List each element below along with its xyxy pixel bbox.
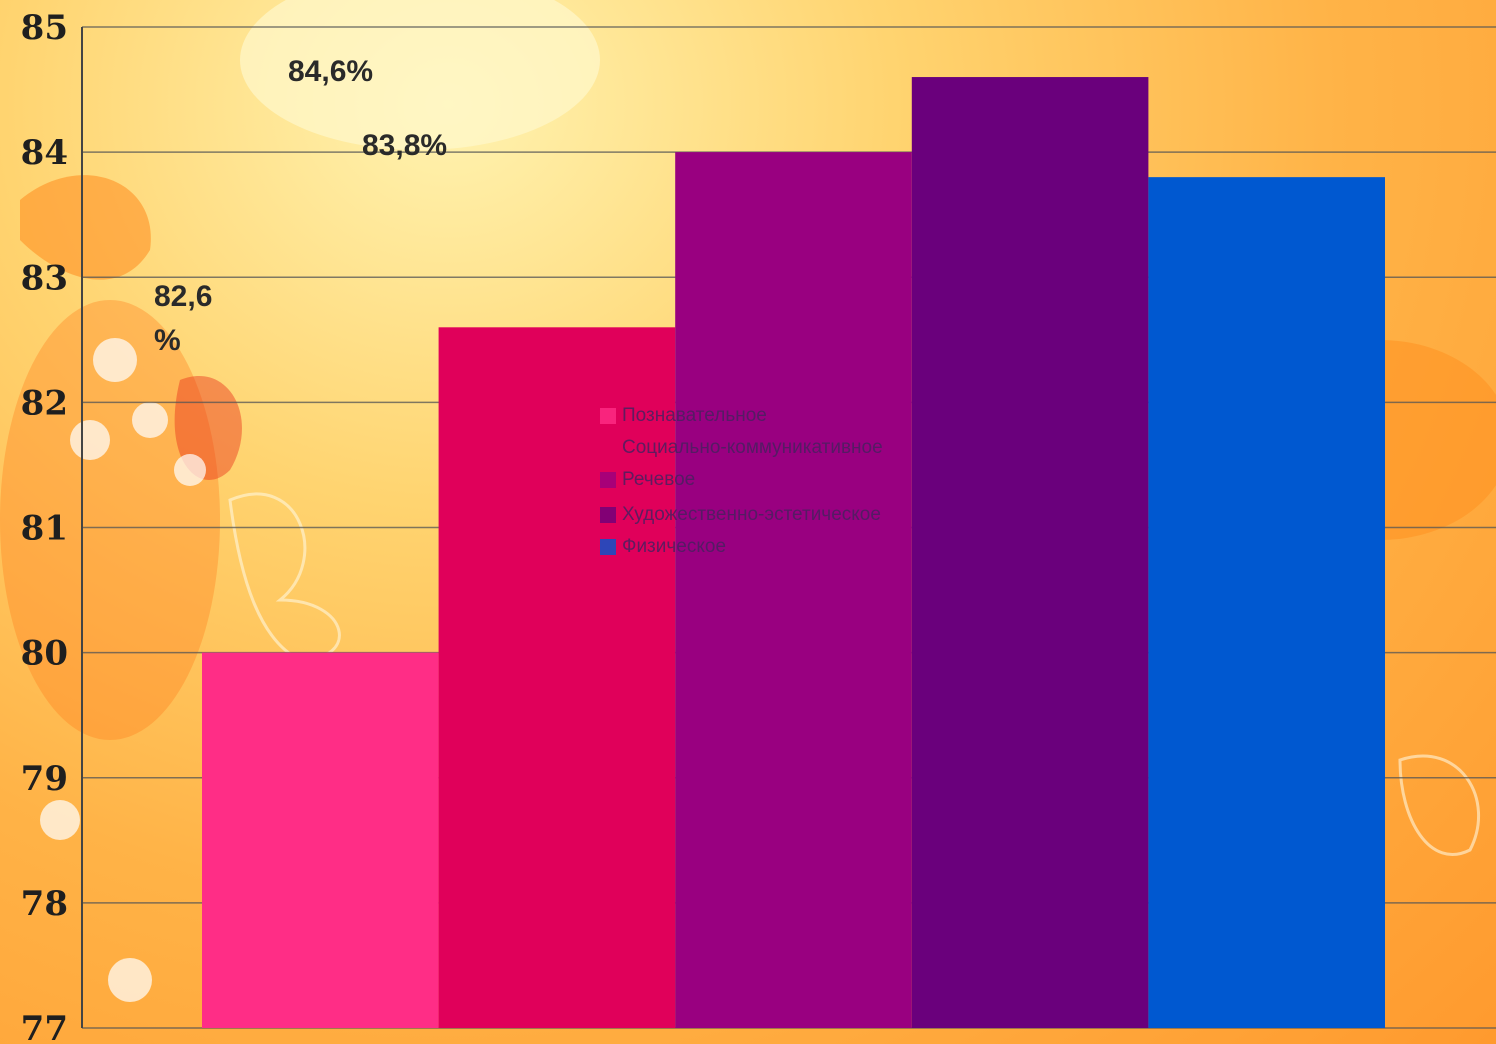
legend-swatch	[600, 507, 616, 523]
legend-label: Познавательное	[622, 405, 767, 426]
y-tick-label: 81	[21, 509, 68, 549]
bar-4	[911, 77, 1149, 1029]
y-tick-label: 83	[21, 258, 68, 298]
y-tick-label: 84	[21, 133, 68, 173]
y-tick-label: 78	[21, 884, 68, 924]
y-tick-label: 79	[21, 759, 68, 799]
bar-2	[438, 327, 676, 1028]
legend: Познавательное Социально-коммуникативное Р…	[600, 405, 883, 557]
y-tick-label: 77	[21, 1009, 68, 1044]
annotation-label: 84,6%	[288, 55, 373, 88]
annotation-label: 83,8%	[362, 129, 447, 162]
bar-3	[675, 152, 912, 1028]
bar-5	[1148, 177, 1385, 1028]
y-axis-ticks: 85 84 83 82 81 80 79 78 77	[21, 8, 68, 1044]
bars	[202, 77, 1385, 1029]
y-tick-label: 82	[21, 383, 68, 423]
y-tick-label: 80	[21, 634, 68, 674]
legend-label: Физическое	[622, 536, 726, 557]
bar-1	[202, 652, 439, 1028]
annotation-label: %	[154, 324, 181, 357]
y-tick-label: 85	[21, 8, 68, 48]
legend-swatch	[600, 472, 616, 488]
legend-swatch	[600, 408, 616, 424]
legend-swatch	[600, 539, 616, 555]
annotations: 84,6% 83,8% 82,6 %	[154, 55, 447, 357]
legend-label: Социально-коммуникативное	[622, 437, 883, 458]
legend-label: Речевое	[622, 469, 695, 490]
legend-label: Художественно-эстетическое	[622, 504, 881, 525]
annotation-label: 82,6	[154, 280, 212, 313]
